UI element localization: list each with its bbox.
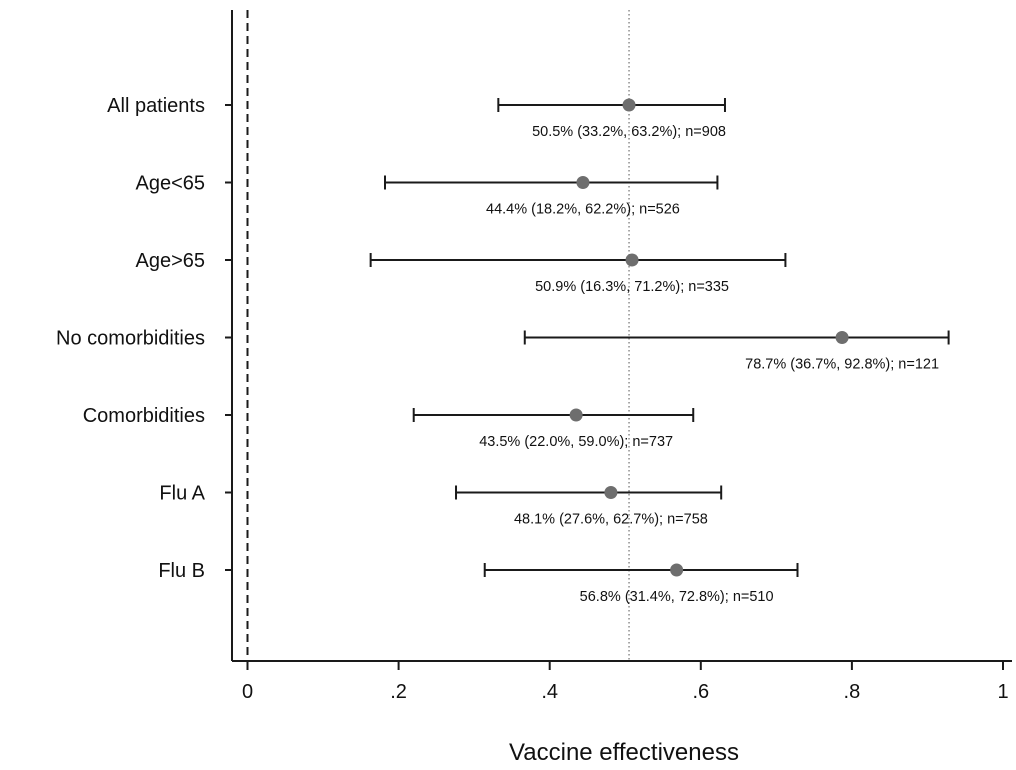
estimate-row: Flu A 48.1% (27.6%, 62.7%); n=758 bbox=[159, 483, 723, 528]
point-estimate bbox=[576, 176, 590, 189]
estimate-label: 50.9% (16.3%, 71.2%); n=335 bbox=[535, 279, 729, 295]
point-estimate bbox=[835, 331, 849, 344]
point-estimate bbox=[670, 563, 684, 577]
estimate-label: 43.5% (22.0%, 59.0%); n=737 bbox=[479, 434, 673, 450]
x-axis-title: Vaccine effectiveness bbox=[509, 739, 739, 766]
x-tick-label: .6 bbox=[692, 681, 709, 703]
category-label: Age<65 bbox=[135, 173, 205, 195]
estimate-row: All patients 50.5% (33.2%, 63.2%); n=908 bbox=[107, 95, 726, 140]
estimate-row: Flu B 56.8% (31.4%, 72.8%); n=510 bbox=[158, 560, 799, 605]
estimate-label: 44.4% (18.2%, 62.2%); n=526 bbox=[486, 202, 680, 218]
category-label: Age>65 bbox=[135, 250, 205, 272]
estimate-label: 50.5% (33.2%, 63.2%); n=908 bbox=[532, 124, 726, 140]
x-axis-ticks: 0 .2 .4 .6 .8 1 bbox=[242, 661, 1009, 703]
axes bbox=[231, 10, 1012, 662]
estimate-row: No comorbidities 78.7% (36.7%, 92.8%); n=… bbox=[56, 328, 950, 373]
point-estimate bbox=[604, 486, 618, 499]
estimate-label: 56.8% (31.4%, 72.8%); n=510 bbox=[580, 589, 774, 605]
category-label: All patients bbox=[107, 95, 205, 117]
estimate-row: Age<65 44.4% (18.2%, 62.2%); n=526 bbox=[135, 173, 719, 218]
point-estimate bbox=[569, 408, 583, 422]
category-label: Flu A bbox=[159, 483, 205, 505]
estimate-label: 78.7% (36.7%, 92.8%); n=121 bbox=[745, 357, 939, 373]
estimate-label: 48.1% (27.6%, 62.7%); n=758 bbox=[514, 512, 708, 528]
category-label: Comorbidities bbox=[83, 405, 205, 427]
x-tick-label: 1 bbox=[997, 681, 1008, 703]
estimate-row: Age>65 50.9% (16.3%, 71.2%); n=335 bbox=[135, 250, 787, 295]
x-tick-label: 0 bbox=[242, 681, 253, 703]
point-estimate bbox=[625, 253, 639, 267]
category-label: Flu B bbox=[158, 560, 205, 582]
x-tick-label: .8 bbox=[844, 681, 861, 703]
point-estimate bbox=[622, 98, 636, 112]
reference-lines bbox=[246, 10, 630, 661]
x-tick-label: .4 bbox=[541, 681, 558, 703]
estimate-row: Comorbidities 43.5% (22.0%, 59.0%); n=737 bbox=[83, 405, 695, 450]
x-tick-label: .2 bbox=[390, 681, 407, 703]
category-label: No comorbidities bbox=[56, 328, 205, 350]
